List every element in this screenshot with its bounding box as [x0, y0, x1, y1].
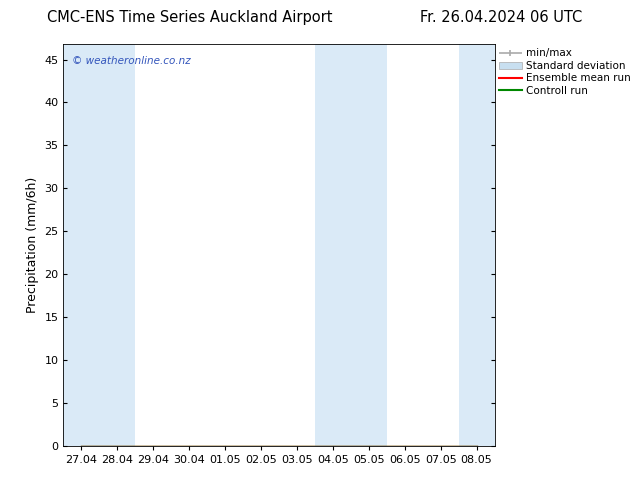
Bar [315, 44, 351, 446]
Bar [351, 44, 387, 446]
Bar [100, 44, 135, 446]
Text: Fr. 26.04.2024 06 UTC: Fr. 26.04.2024 06 UTC [420, 10, 582, 25]
Bar [458, 44, 495, 446]
Text: © weatheronline.co.nz: © weatheronline.co.nz [72, 56, 191, 66]
Text: CMC-ENS Time Series Auckland Airport: CMC-ENS Time Series Auckland Airport [48, 10, 333, 25]
Y-axis label: Precipitation (mm/6h): Precipitation (mm/6h) [26, 177, 39, 313]
Bar [63, 44, 100, 446]
Legend: min/max, Standard deviation, Ensemble mean run, Controll run: min/max, Standard deviation, Ensemble me… [495, 44, 634, 100]
